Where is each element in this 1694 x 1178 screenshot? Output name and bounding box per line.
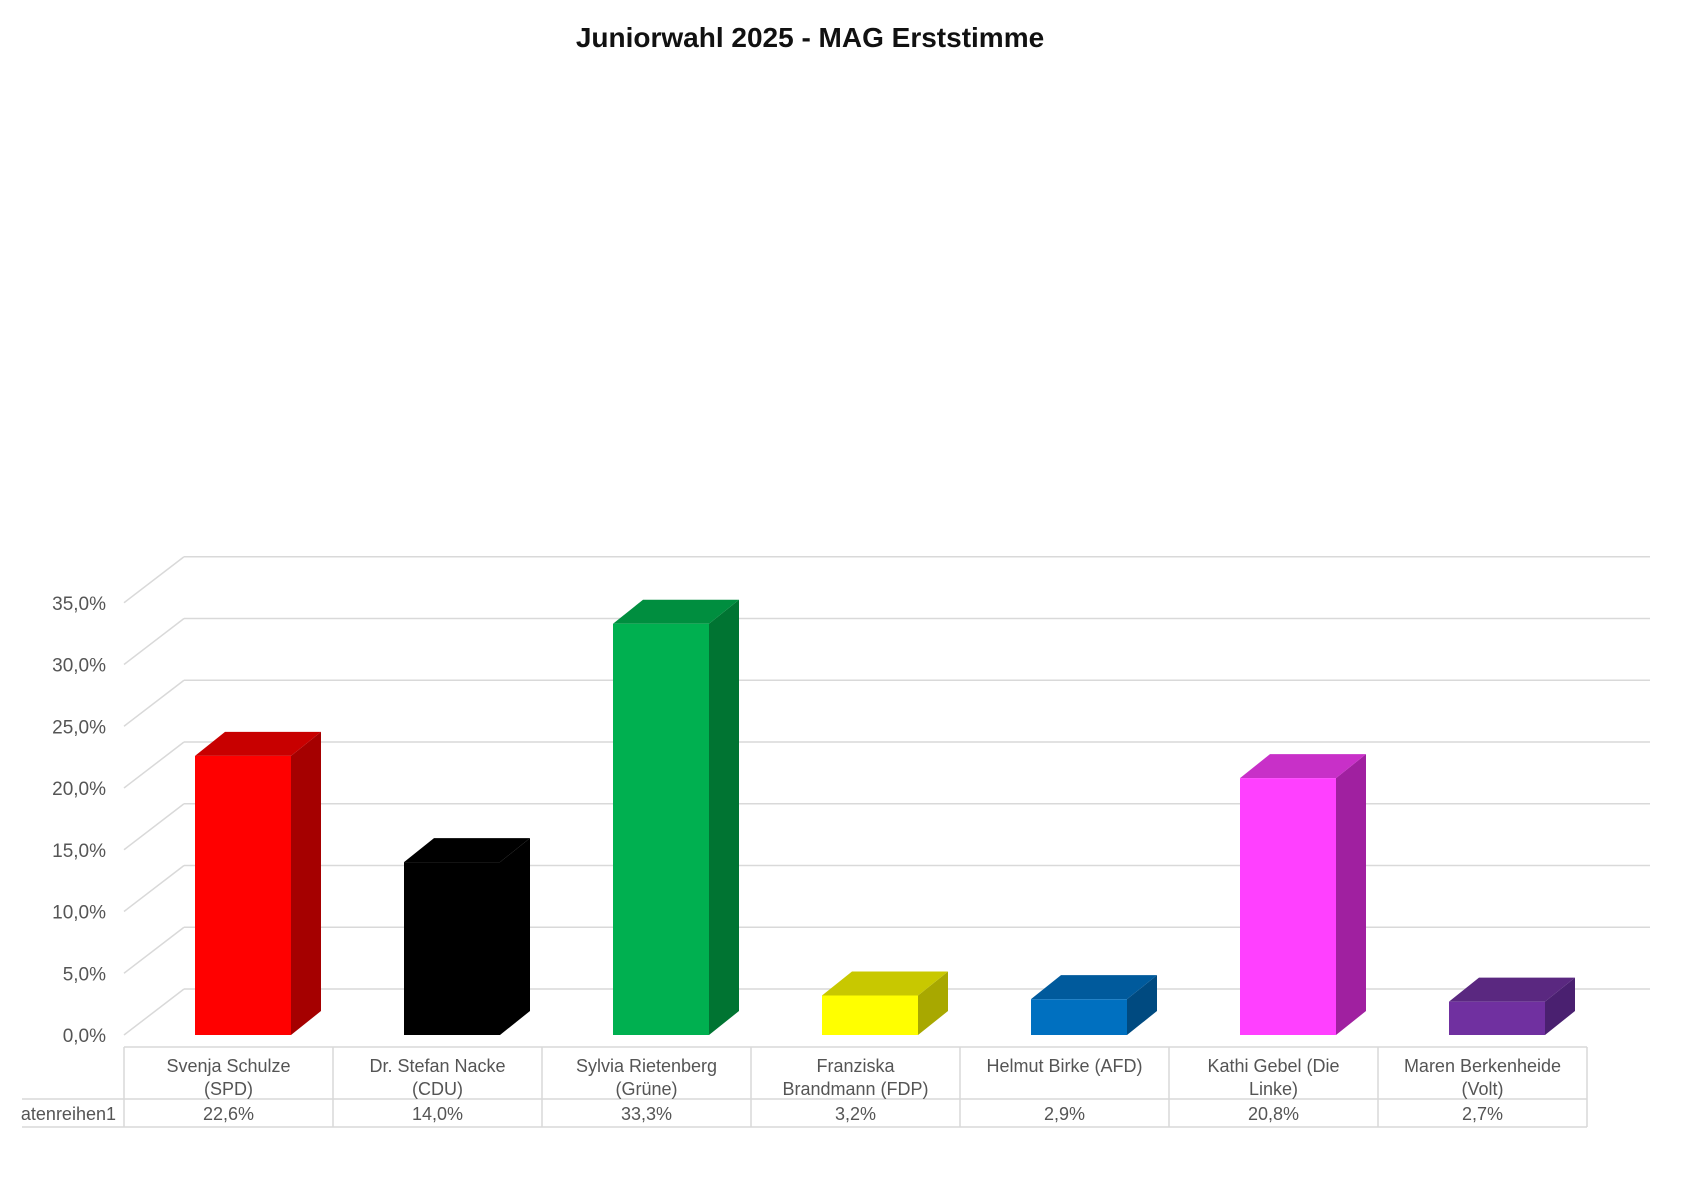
category-label: (Grüne) — [615, 1079, 677, 1099]
y-tick-label: 35,0% — [52, 594, 106, 615]
bar-top — [1240, 754, 1366, 779]
category-label: Svenja Schulze — [166, 1056, 290, 1076]
bar-6 — [1240, 754, 1366, 1035]
data-value-label: 33,3% — [621, 1104, 672, 1124]
gridline-depth — [123, 556, 185, 604]
data-table: Svenja Schulze (SPD) Dr. Stefan Nacke (CDU)… — [8, 1046, 1588, 1128]
bar-front — [822, 995, 918, 1035]
series-name: Datenreihen1 — [8, 1104, 116, 1124]
category-label: Helmut Birke (AFD) — [986, 1056, 1142, 1076]
data-value-label: 14,0% — [412, 1104, 463, 1124]
data-value-label: 3,2% — [835, 1104, 876, 1124]
bar-top — [1031, 975, 1157, 1000]
y-tick-label: 10,0% — [52, 903, 106, 924]
gridline-depth — [123, 741, 185, 789]
category-label: Franziska — [816, 1056, 895, 1076]
bar-side — [918, 971, 948, 1035]
y-tick-label: 20,0% — [52, 779, 106, 800]
chart-title: Juniorwahl 2025 - MAG Erststimme — [575, 22, 1045, 53]
bar-side — [1545, 977, 1575, 1035]
bar-7 — [1449, 977, 1575, 1035]
category-label: Linke) — [1249, 1079, 1298, 1099]
y-tick-label: 25,0% — [52, 717, 106, 738]
data-value-label: 2,7% — [1462, 1104, 1503, 1124]
bar-top — [1449, 977, 1575, 1002]
gridline-depth — [123, 864, 185, 913]
category-label: Dr. Stefan Nacke — [369, 1056, 505, 1076]
bar-side — [500, 838, 530, 1035]
category-label: (Volt) — [1461, 1079, 1503, 1099]
bar-top — [613, 599, 739, 624]
category-label: (CDU) — [412, 1079, 463, 1099]
y-tick-label: 5,0% — [63, 964, 106, 985]
data-value-label: 20,8% — [1248, 1104, 1299, 1124]
bar-5 — [1031, 975, 1157, 1035]
bar-front — [195, 755, 291, 1035]
grid-layer: 0,0% 5,0% 10,0% 15,0% 20,0% 25,0% 30,0% 35,0% — [52, 556, 1650, 1047]
category-label: (SPD) — [204, 1079, 253, 1099]
gridline-depth — [123, 803, 185, 851]
category-label: Kathi Gebel (Die — [1207, 1056, 1339, 1076]
gridline-depth — [123, 926, 185, 974]
gridline-depth — [123, 988, 185, 1036]
bar-top — [195, 731, 321, 756]
y-tick-label: 0,0% — [63, 1026, 106, 1047]
bar-side — [1127, 975, 1157, 1035]
bar-front — [1449, 1001, 1545, 1035]
bar-side — [291, 731, 321, 1035]
bar-top — [822, 971, 948, 996]
bar-front — [1031, 999, 1127, 1035]
category-label: Sylvia Rietenberg — [576, 1056, 717, 1076]
y-tick-label: 15,0% — [52, 841, 106, 862]
gridline-depth — [123, 617, 185, 666]
y-tick-label: 30,0% — [52, 656, 106, 677]
gridline-depth — [123, 679, 185, 727]
bar-top — [404, 838, 530, 863]
bar-2 — [404, 838, 530, 1035]
bar-front — [404, 862, 500, 1035]
data-value-label: 2,9% — [1044, 1104, 1085, 1124]
bar-3 — [613, 599, 739, 1035]
bar-front — [613, 623, 709, 1035]
category-label: Brandmann (FDP) — [782, 1079, 928, 1099]
data-value-label: 22,6% — [203, 1104, 254, 1124]
bar-front — [1240, 778, 1336, 1035]
bars-layer — [195, 599, 1575, 1035]
bar-4 — [822, 971, 948, 1035]
category-label: Maren Berkenheide — [1404, 1056, 1561, 1076]
bar-side — [1336, 754, 1366, 1035]
bar-1 — [195, 731, 321, 1035]
bar-side — [709, 599, 739, 1035]
